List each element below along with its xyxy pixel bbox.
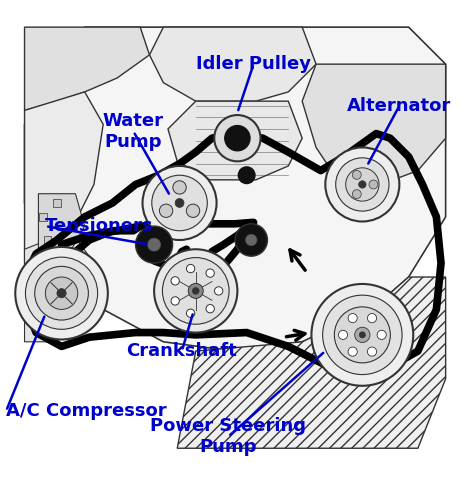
Text: Crankshaft: Crankshaft [127, 342, 237, 360]
Circle shape [369, 180, 378, 189]
Circle shape [214, 287, 223, 295]
Circle shape [238, 167, 255, 183]
Circle shape [214, 115, 261, 161]
Circle shape [206, 304, 214, 313]
Circle shape [192, 288, 199, 294]
Circle shape [171, 276, 179, 285]
Polygon shape [25, 27, 446, 351]
Circle shape [171, 297, 179, 305]
Text: Water
Pump: Water Pump [103, 112, 164, 151]
Circle shape [135, 226, 173, 263]
Circle shape [186, 264, 195, 273]
Circle shape [225, 125, 250, 151]
Circle shape [206, 269, 214, 277]
Polygon shape [25, 231, 94, 342]
Circle shape [152, 175, 207, 231]
Polygon shape [149, 27, 316, 101]
Text: Idler Pulley: Idler Pulley [196, 55, 311, 73]
Circle shape [246, 234, 257, 246]
Circle shape [368, 313, 376, 323]
Circle shape [346, 168, 379, 201]
Circle shape [45, 277, 78, 310]
Circle shape [159, 204, 173, 217]
Polygon shape [168, 101, 302, 180]
Circle shape [57, 288, 66, 298]
Circle shape [311, 284, 413, 386]
Circle shape [336, 158, 389, 211]
Circle shape [339, 330, 347, 339]
Bar [44, 236, 51, 244]
Circle shape [348, 347, 357, 356]
Circle shape [352, 190, 361, 199]
Polygon shape [38, 194, 85, 259]
Circle shape [186, 309, 195, 317]
Polygon shape [302, 64, 446, 184]
Text: Alternator: Alternator [347, 97, 452, 115]
Polygon shape [25, 92, 103, 263]
Circle shape [186, 204, 200, 217]
Circle shape [173, 181, 186, 194]
Text: Tensioners: Tensioners [45, 217, 154, 235]
Circle shape [154, 249, 237, 333]
Circle shape [359, 332, 365, 338]
Circle shape [175, 199, 184, 207]
Circle shape [348, 313, 357, 323]
Polygon shape [177, 277, 446, 448]
Circle shape [323, 295, 402, 374]
Text: A/C Compressor: A/C Compressor [6, 402, 167, 420]
Polygon shape [25, 27, 149, 110]
Circle shape [355, 327, 370, 343]
Circle shape [359, 181, 366, 188]
Circle shape [142, 166, 217, 240]
Circle shape [163, 258, 229, 324]
Circle shape [334, 307, 390, 363]
Circle shape [235, 224, 268, 256]
Text: Power Steering
Pump: Power Steering Pump [150, 417, 306, 456]
Circle shape [26, 257, 98, 329]
Circle shape [15, 247, 108, 339]
Bar [39, 213, 47, 221]
Circle shape [148, 238, 161, 251]
Circle shape [188, 283, 203, 299]
Circle shape [377, 330, 386, 339]
Circle shape [325, 147, 399, 221]
Bar [53, 199, 61, 207]
Circle shape [35, 266, 88, 320]
Circle shape [368, 347, 376, 356]
Circle shape [352, 170, 361, 180]
